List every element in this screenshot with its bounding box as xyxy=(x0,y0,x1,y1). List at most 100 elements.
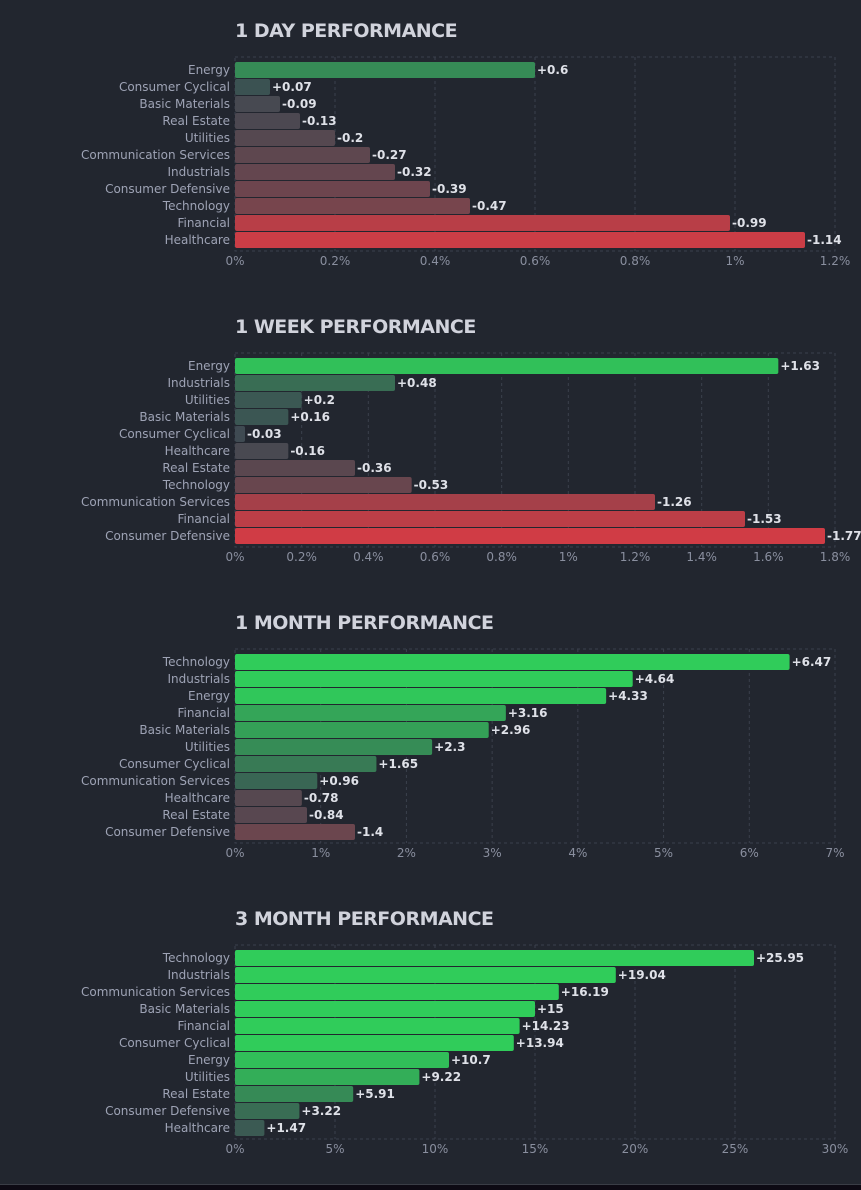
value-label: -0.03 xyxy=(247,427,282,441)
category-label: Utilities xyxy=(185,740,230,754)
bar xyxy=(235,1052,449,1068)
category-label: Basic Materials xyxy=(139,410,230,424)
value-label: +19.04 xyxy=(618,968,666,982)
category-label: Technology xyxy=(162,655,230,669)
category-label: Utilities xyxy=(185,131,230,145)
value-label: -1.4 xyxy=(357,825,383,839)
category-label: Real Estate xyxy=(162,114,230,128)
x-tick-label: 1.2% xyxy=(620,550,651,564)
value-label: -0.32 xyxy=(397,165,432,179)
bar xyxy=(235,130,335,146)
value-label: -1.26 xyxy=(657,495,692,509)
category-label: Consumer Cyclical xyxy=(119,1036,230,1050)
category-label: Consumer Defensive xyxy=(105,825,230,839)
value-label: -1.53 xyxy=(747,512,782,526)
value-label: -0.13 xyxy=(302,114,337,128)
x-tick-label: 4% xyxy=(568,846,587,860)
value-label: -1.14 xyxy=(807,233,842,247)
value-label: -0.27 xyxy=(372,148,407,162)
chart-title: 1 MONTH PERFORMANCE xyxy=(235,612,494,634)
bar xyxy=(235,477,412,493)
category-label: Consumer Cyclical xyxy=(119,80,230,94)
value-label: -0.47 xyxy=(472,199,507,213)
bar xyxy=(235,688,607,704)
bar xyxy=(235,967,616,983)
category-label: Basic Materials xyxy=(139,723,230,737)
value-label: +0.2 xyxy=(304,393,335,407)
category-label: Industrials xyxy=(167,165,230,179)
x-tick-label: 7% xyxy=(825,846,844,860)
category-label: Consumer Defensive xyxy=(105,1104,230,1118)
category-label: Consumer Defensive xyxy=(105,529,230,543)
value-label: -0.84 xyxy=(309,808,344,822)
x-tick-label: 1.8% xyxy=(820,550,851,564)
x-tick-label: 0% xyxy=(225,1142,244,1156)
chart-1-week: 1 WEEK PERFORMANCE 0% 0.2% 0.4% 0.6% 0.8% 1% 1… xyxy=(0,296,861,592)
value-label: +0.6 xyxy=(537,63,568,77)
bar xyxy=(235,443,289,459)
value-label: +14.23 xyxy=(522,1019,570,1033)
x-tick-label: 6% xyxy=(740,846,759,860)
chart-3-month: 3 MONTH PERFORMANCE 0% 5% 10% 15% 20% 25% 30% T… xyxy=(0,888,861,1184)
value-label: +1.47 xyxy=(266,1121,306,1135)
chart-1-day: 1 DAY PERFORMANCE 0% 0.2% 0.4% 0.6% 0.8% 1% 1.… xyxy=(0,0,861,296)
x-tick-label: 1% xyxy=(559,550,578,564)
bar xyxy=(235,739,433,755)
bar xyxy=(235,722,489,738)
category-label: Basic Materials xyxy=(139,97,230,111)
category-label: Industrials xyxy=(167,376,230,390)
bar xyxy=(235,375,395,391)
bar xyxy=(235,671,633,687)
value-label: +0.07 xyxy=(272,80,312,94)
value-label: +25.95 xyxy=(756,951,804,965)
x-tick-label: 5% xyxy=(325,1142,344,1156)
x-tick-label: 2% xyxy=(397,846,416,860)
bar xyxy=(235,756,377,772)
category-label: Utilities xyxy=(185,393,230,407)
x-tick-label: 1% xyxy=(311,846,330,860)
value-label: +6.47 xyxy=(792,655,832,669)
chart-title: 1 DAY PERFORMANCE xyxy=(235,20,458,42)
chart-title: 1 WEEK PERFORMANCE xyxy=(235,316,476,338)
bar xyxy=(235,1069,420,1085)
bar xyxy=(235,1001,535,1017)
category-label: Financial xyxy=(177,512,230,526)
bar xyxy=(235,1018,520,1034)
bar xyxy=(235,773,318,789)
category-label: Industrials xyxy=(167,968,230,982)
category-label: Healthcare xyxy=(165,233,230,247)
category-label: Healthcare xyxy=(165,1121,230,1135)
bar xyxy=(235,232,805,248)
x-tick-label: 0.2% xyxy=(320,254,351,268)
bar xyxy=(235,215,730,231)
value-label: +0.16 xyxy=(290,410,330,424)
x-tick-label: 0% xyxy=(225,254,244,268)
category-label: Technology xyxy=(162,478,230,492)
category-label: Real Estate xyxy=(162,461,230,475)
category-label: Consumer Cyclical xyxy=(119,757,230,771)
x-tick-label: 0% xyxy=(225,846,244,860)
value-label: +9.22 xyxy=(421,1070,461,1084)
category-label: Energy xyxy=(188,689,230,703)
value-label: +10.7 xyxy=(451,1053,491,1067)
bar xyxy=(235,1120,265,1136)
x-tick-label: 20% xyxy=(622,1142,649,1156)
bar xyxy=(235,62,535,78)
value-label: +3.22 xyxy=(301,1104,341,1118)
category-label: Energy xyxy=(188,63,230,77)
bar xyxy=(235,528,825,544)
x-tick-label: 0.8% xyxy=(620,254,651,268)
bar xyxy=(235,1035,514,1051)
bar xyxy=(235,705,506,721)
category-label: Communication Services xyxy=(81,774,230,788)
value-label: -0.78 xyxy=(304,791,339,805)
bar xyxy=(235,984,559,1000)
value-label: +5.91 xyxy=(355,1087,395,1101)
value-label: +1.63 xyxy=(780,359,820,373)
value-label: +13.94 xyxy=(516,1036,564,1050)
bar xyxy=(235,654,790,670)
category-label: Technology xyxy=(162,199,230,213)
bar xyxy=(235,358,779,374)
bar xyxy=(235,164,395,180)
bar xyxy=(235,511,745,527)
